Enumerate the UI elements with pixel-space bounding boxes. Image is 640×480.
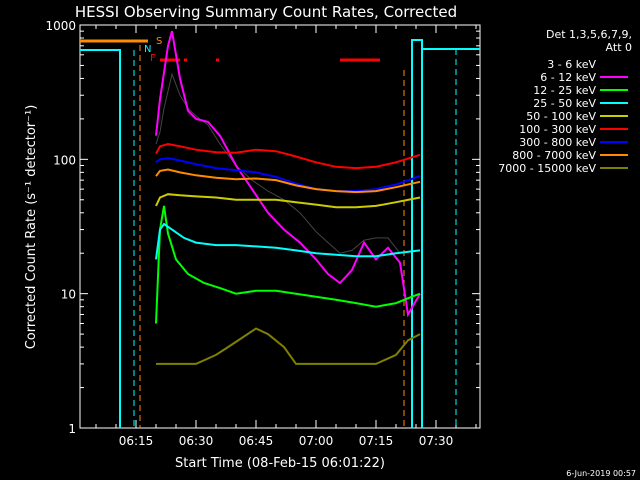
legend-label: 25 - 50 keV bbox=[533, 97, 596, 110]
chart-title: HESSI Observing Summary Count Rates, Cor… bbox=[75, 3, 457, 21]
series-line-7 bbox=[155, 168, 421, 194]
series-line-4 bbox=[155, 193, 421, 209]
legend-header-line-2: Att 0 bbox=[606, 41, 632, 54]
x-tick-label: 07:30 bbox=[419, 434, 454, 448]
legend-label: 800 - 7000 keV bbox=[512, 149, 596, 162]
legend-label: 100 - 300 keV bbox=[519, 123, 596, 136]
night-indicator-right-edge bbox=[411, 39, 423, 428]
y-tick-label: 1 bbox=[68, 422, 76, 436]
series-line-8 bbox=[156, 327, 421, 365]
y-tick-label: 1000 bbox=[45, 19, 76, 33]
night-indicator-left bbox=[80, 49, 121, 428]
x-tick-label: 07:15 bbox=[359, 434, 394, 448]
y-tick-label: 10 bbox=[61, 288, 76, 302]
legend-label: 6 - 12 keV bbox=[540, 71, 596, 84]
y-tick-label: 100 bbox=[53, 153, 76, 167]
flag-label-f: F bbox=[150, 53, 156, 64]
legend-header-line-1: Det 1,3,5,6,7,9, bbox=[546, 28, 632, 41]
legend-label: 3 - 6 keV bbox=[547, 58, 596, 71]
series-line-3 bbox=[155, 222, 421, 260]
x-tick-label: 06:45 bbox=[239, 434, 274, 448]
x-axis-label: Start Time (08-Feb-15 06:01:22) bbox=[175, 456, 385, 471]
legend-label: 12 - 25 keV bbox=[533, 84, 596, 97]
series-outline-0 bbox=[155, 72, 401, 254]
series-line-5 bbox=[155, 142, 421, 170]
legend-label: 300 - 800 keV bbox=[519, 136, 596, 149]
plot-frame bbox=[79, 24, 481, 429]
x-tick-label: 06:30 bbox=[179, 434, 214, 448]
x-tick-label: 06:15 bbox=[119, 434, 154, 448]
flag-label-s: S bbox=[156, 36, 162, 47]
plot-timestamp: 6-Jun-2019 00:57 bbox=[566, 469, 636, 478]
series-line-2 bbox=[155, 205, 421, 324]
series-line-6 bbox=[155, 157, 421, 193]
x-tick-label: 07:00 bbox=[299, 434, 334, 448]
legend-label: 7000 - 15000 keV bbox=[498, 162, 596, 175]
series-line-1 bbox=[155, 30, 421, 318]
flag-label-n: N bbox=[144, 44, 151, 55]
y-axis-label: Corrected Count Rate (s⁻¹ detector⁻¹) bbox=[24, 105, 39, 350]
legend-label: 50 - 100 keV bbox=[526, 110, 596, 123]
